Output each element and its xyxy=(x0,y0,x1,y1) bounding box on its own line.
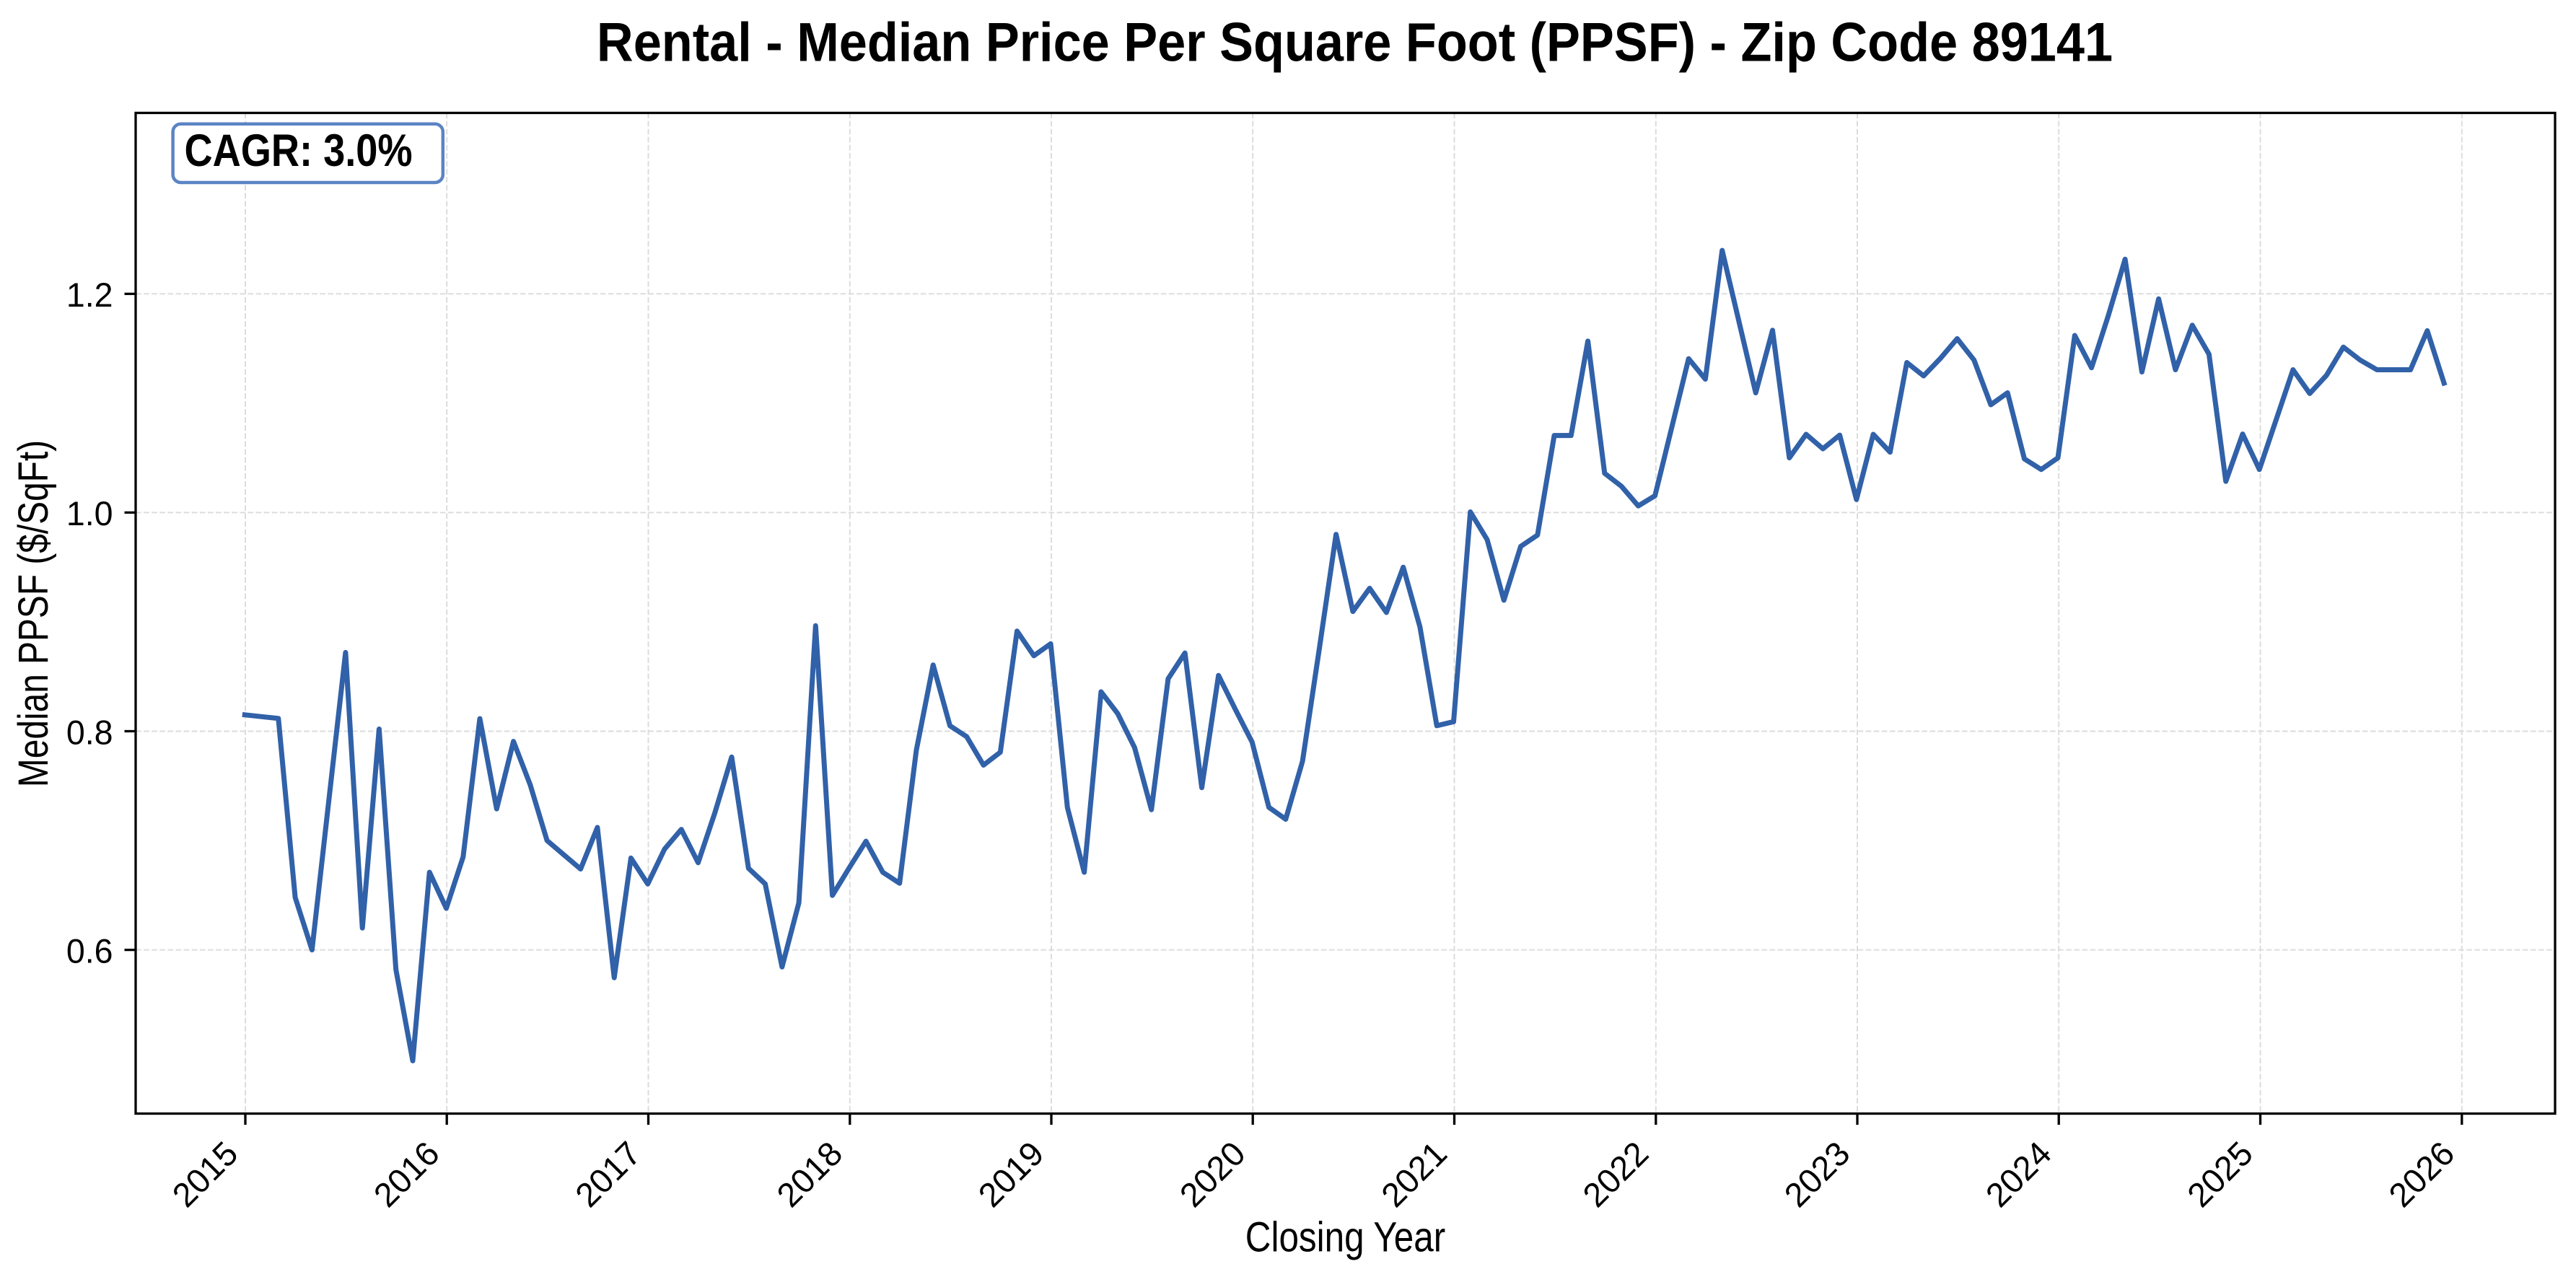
svg-text:1.2: 1.2 xyxy=(66,276,113,314)
svg-text:Closing Year: Closing Year xyxy=(1245,1214,1445,1261)
svg-text:0.6: 0.6 xyxy=(66,932,113,970)
svg-text:1.0: 1.0 xyxy=(66,495,113,532)
svg-text:Rental - Median Price Per Squa: Rental - Median Price Per Square Foot (P… xyxy=(597,12,2113,73)
svg-text:0.8: 0.8 xyxy=(66,714,113,751)
svg-text:CAGR: 3.0%: CAGR: 3.0% xyxy=(185,126,413,176)
svg-text:Median PPSF ($/SqFt): Median PPSF ($/SqFt) xyxy=(11,440,57,787)
